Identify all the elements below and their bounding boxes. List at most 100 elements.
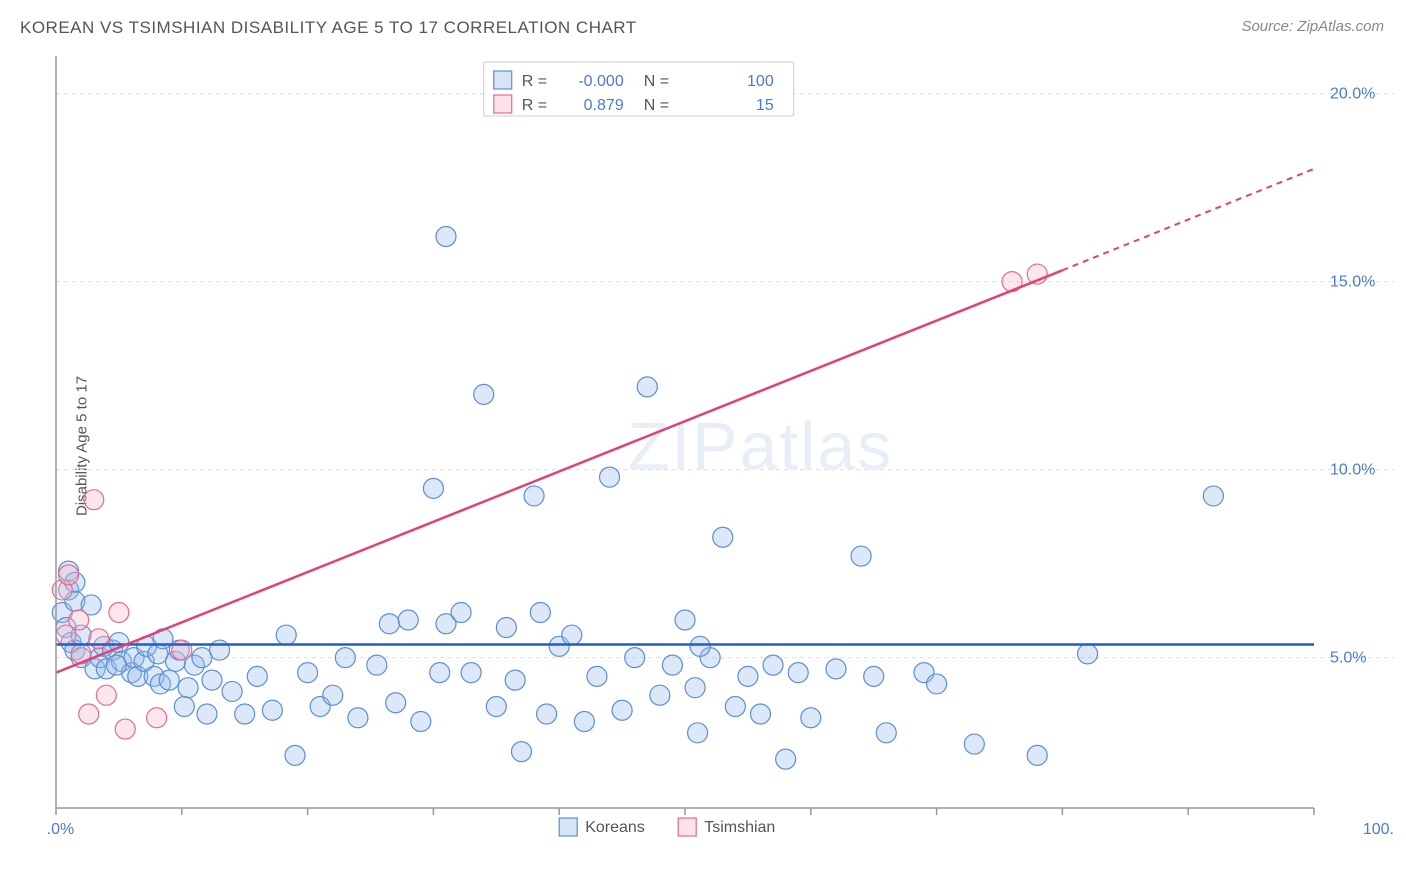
data-point — [192, 648, 212, 668]
data-point — [298, 663, 318, 683]
legend-swatch — [559, 818, 577, 836]
data-point — [285, 745, 305, 765]
data-point — [675, 610, 695, 630]
data-point — [202, 670, 222, 690]
data-point — [89, 629, 109, 649]
plot-area: ZIPatlas 0.0% 100.0% 5.0% 10.0% 15.0% 20.0% R =… — [48, 48, 1394, 842]
data-point — [776, 749, 796, 769]
data-point — [738, 666, 758, 686]
data-point — [247, 666, 267, 686]
data-point — [690, 636, 710, 656]
legend-swatch — [494, 71, 512, 89]
data-point — [348, 708, 368, 728]
data-point — [650, 685, 670, 705]
data-point — [725, 696, 745, 716]
data-point — [474, 384, 494, 404]
data-point — [79, 704, 99, 724]
legend-r-label: R = — [522, 73, 547, 90]
data-point — [386, 693, 406, 713]
svg-text:ZIPatlas: ZIPatlas — [628, 409, 893, 485]
data-point — [562, 625, 582, 645]
data-point — [486, 696, 506, 716]
data-point — [147, 708, 167, 728]
data-point — [398, 610, 418, 630]
data-point — [451, 602, 471, 622]
data-point — [876, 723, 896, 743]
data-point — [323, 685, 343, 705]
data-point — [600, 467, 620, 487]
data-point — [235, 704, 255, 724]
data-point — [96, 685, 116, 705]
legend-swatch — [494, 95, 512, 113]
legend-r-value: -0.000 — [578, 73, 623, 90]
data-point — [1078, 644, 1098, 664]
data-point — [367, 655, 387, 675]
data-point — [763, 655, 783, 675]
data-point — [625, 648, 645, 668]
legend-series-label: Tsimshian — [704, 819, 775, 836]
data-point — [713, 527, 733, 547]
data-point — [436, 226, 456, 246]
data-point — [172, 640, 192, 660]
data-point — [864, 666, 884, 686]
data-point — [222, 681, 242, 701]
data-point — [927, 674, 947, 694]
data-point — [430, 663, 450, 683]
legend-n-value: 100 — [747, 73, 774, 90]
data-point — [115, 719, 135, 739]
data-point — [637, 377, 657, 397]
data-point — [159, 670, 179, 690]
trend-line — [56, 270, 1062, 672]
data-point — [511, 742, 531, 762]
data-point — [851, 546, 871, 566]
data-point — [461, 663, 481, 683]
x-tick-label: 100.0% — [1363, 821, 1394, 838]
data-point — [69, 610, 89, 630]
data-point — [788, 663, 808, 683]
y-tick-label: 10.0% — [1330, 462, 1375, 479]
chart-title: KOREAN VS TSIMSHIAN DISABILITY AGE 5 TO … — [20, 18, 637, 38]
data-point — [826, 659, 846, 679]
data-point — [587, 666, 607, 686]
data-point — [505, 670, 525, 690]
y-tick-label: 20.0% — [1330, 86, 1375, 103]
source-label: Source: ZipAtlas.com — [1241, 18, 1384, 35]
data-point — [964, 734, 984, 754]
data-point — [574, 712, 594, 732]
data-point — [276, 625, 296, 645]
legend-swatch — [678, 818, 696, 836]
legend-r-label: R = — [522, 97, 547, 114]
legend-n-value: 15 — [756, 97, 774, 114]
data-point — [174, 696, 194, 716]
data-point — [411, 712, 431, 732]
data-point — [59, 565, 79, 585]
legend-n-label: N = — [644, 73, 669, 90]
data-point — [750, 704, 770, 724]
data-point — [662, 655, 682, 675]
y-tick-label: 5.0% — [1330, 650, 1366, 667]
trend-line-extension — [1062, 169, 1314, 271]
data-point — [197, 704, 217, 724]
data-point — [496, 618, 516, 638]
legend-n-label: N = — [644, 97, 669, 114]
scatter-plot-svg: ZIPatlas 0.0% 100.0% 5.0% 10.0% 15.0% 20.0% R =… — [48, 48, 1394, 842]
x-tick-label: 0.0% — [48, 821, 74, 838]
data-point — [1027, 745, 1047, 765]
legend-series-label: Koreans — [585, 819, 645, 836]
legend-r-value: 0.879 — [584, 97, 624, 114]
y-tick-label: 15.0% — [1330, 274, 1375, 291]
data-point — [84, 490, 104, 510]
data-point — [801, 708, 821, 728]
data-point — [262, 700, 282, 720]
data-point — [537, 704, 557, 724]
data-point — [379, 614, 399, 634]
data-point — [688, 723, 708, 743]
data-point — [685, 678, 705, 698]
data-point — [1203, 486, 1223, 506]
data-point — [524, 486, 544, 506]
data-point — [178, 678, 198, 698]
data-point — [612, 700, 632, 720]
data-point — [210, 640, 230, 660]
data-point — [530, 602, 550, 622]
data-point — [335, 648, 355, 668]
